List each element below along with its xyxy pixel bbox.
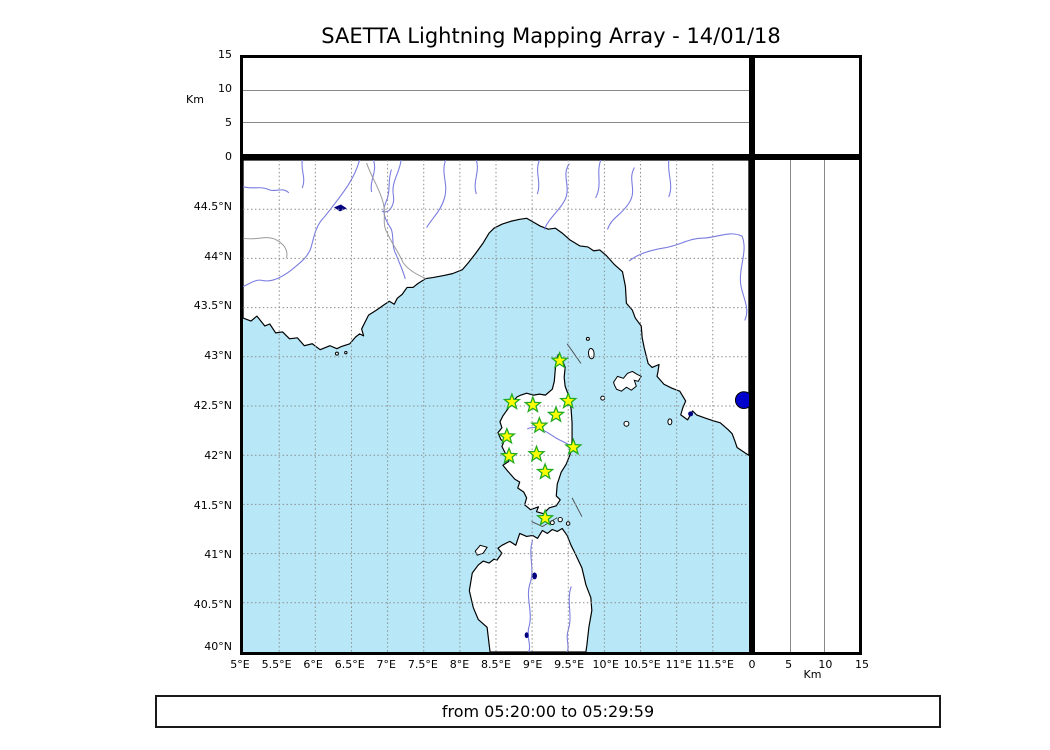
lon-tick-label: 11.5°E — [696, 658, 734, 671]
lat-tick-label: 40°N — [204, 640, 232, 653]
lma-station-marker — [535, 508, 555, 527]
altitude-longitude-panel — [240, 55, 752, 157]
alt-tick-label: 15 — [855, 658, 869, 671]
lon-tick-label: 10°E — [592, 658, 619, 671]
alt-tick-label: 0 — [225, 150, 232, 163]
time-window-box: from 05:20:00 to 05:29:59 — [155, 695, 941, 728]
lakes — [333, 204, 694, 639]
altitude-latitude-panel — [752, 157, 862, 655]
alt-tick-label: 5 — [785, 658, 793, 671]
lat-tick-label: 42°N — [204, 448, 232, 462]
altitude-gridline — [824, 160, 825, 652]
lma-station-marker — [564, 437, 583, 456]
lat-tick-label: 44°N — [204, 249, 232, 263]
lat-tick-label: 41°N — [204, 548, 232, 562]
alt-tick-label: 10 — [818, 658, 833, 671]
island-giglio — [667, 418, 673, 426]
lon-tick-label: 8°E — [449, 658, 470, 671]
island-elba — [613, 370, 642, 392]
lat-tick-label: 42.5°N — [193, 399, 232, 412]
lat-tick-label: 44.5°N — [193, 199, 232, 213]
lon-tick-label: 9.5°E — [554, 658, 585, 671]
time-window-text: from 05:20:00 to 05:29:59 — [441, 702, 655, 721]
lon-tick-label: 7°E — [376, 658, 397, 671]
island-gorgona — [585, 336, 590, 341]
lat-tick-label: 43.5°N — [193, 299, 232, 313]
lma-station-marker — [535, 462, 555, 480]
lon-tick-label: 10.5°E — [623, 658, 661, 671]
lon-tick-label: 9°E — [522, 658, 543, 671]
lma-station-marker — [502, 392, 522, 410]
island-montecristo — [623, 420, 630, 427]
lma-station-marker — [527, 444, 546, 463]
country-borders — [243, 162, 427, 280]
sea-strokes — [531, 343, 583, 528]
altitude-unit-label-left: Km — [186, 93, 204, 106]
lon-tick-label: 6°E — [303, 658, 323, 671]
coastline-mainland — [243, 160, 749, 456]
altitude-gridline — [790, 160, 791, 652]
lma-station-marker — [497, 426, 517, 445]
lat-tick-label: 43°N — [204, 349, 232, 363]
map-panel — [240, 157, 752, 655]
alt-tick-label: 5 — [225, 116, 232, 129]
map-svg — [243, 160, 749, 652]
altitude-unit-label-bottom: Km — [803, 668, 822, 681]
island-maddalena-2 — [557, 516, 563, 523]
alt-tick-label: 15 — [218, 48, 232, 61]
altitude-gridline — [243, 122, 749, 123]
rivers — [243, 160, 748, 652]
lma-station-marker — [523, 395, 543, 413]
map-markers — [497, 351, 749, 527]
island-asinara — [474, 544, 488, 556]
lon-tick-label: 7.5°E — [407, 658, 438, 671]
alt-tick-label: 0 — [748, 658, 756, 671]
island-capraia — [587, 348, 595, 360]
lma-station-marker — [550, 351, 569, 369]
corner-panel — [752, 55, 862, 157]
island-porquerolles — [334, 351, 339, 356]
lma-station-marker — [530, 415, 549, 434]
lat-tick-label: 40.5°N — [193, 598, 232, 612]
lon-tick-label: 11°E — [665, 658, 693, 671]
lma-station-marker — [558, 391, 578, 409]
island-levant — [344, 350, 348, 355]
lat-tick-label: 41.5°N — [193, 498, 232, 512]
lightning-source-marker — [734, 391, 749, 409]
lma-station-marker — [546, 405, 566, 423]
coastline-sardinia — [468, 527, 593, 652]
lon-tick-label: 5°E — [230, 658, 250, 671]
alt-tick-label: 10 — [218, 82, 232, 95]
page-title: SAETTA Lightning Mapping Array - 14/01/1… — [321, 24, 781, 48]
lon-tick-label: 8.5°E — [481, 658, 511, 671]
lon-tick-label: 6.5°E — [334, 658, 365, 671]
altitude-gridline — [243, 90, 749, 91]
lma-station-marker — [499, 446, 519, 465]
lon-tick-label: 5.5°E — [261, 658, 292, 671]
